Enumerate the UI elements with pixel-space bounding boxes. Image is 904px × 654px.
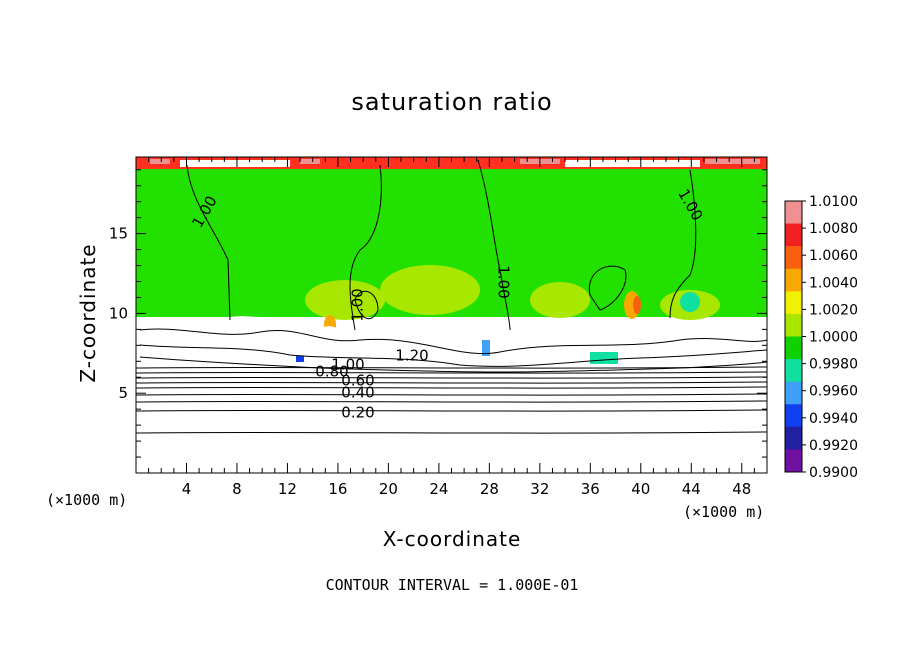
colorbar-swatch-4 <box>785 291 802 315</box>
y-axis-label: Z-coordinate <box>76 243 100 383</box>
colorbar-swatch-2 <box>785 246 802 270</box>
colorbar-label-9: 0.9920 <box>809 438 858 454</box>
contour-label-6: 0.80 <box>315 363 348 381</box>
x-tick-label-2: 12 <box>278 480 297 498</box>
y-tick-label-1: 10 <box>109 304 128 322</box>
contour-line-100-left <box>186 164 231 321</box>
contour-label-1: 1.00 <box>349 288 367 321</box>
contour-lower-1 <box>136 371 767 374</box>
colorbar-swatch-1 <box>785 223 802 247</box>
contour-loop-right <box>588 265 627 311</box>
contour-label-8: 0.40 <box>341 384 374 402</box>
contour-label-5: 1.00 <box>331 356 364 374</box>
contour-lower-6 <box>136 400 767 403</box>
colorbar-swatch-10 <box>785 426 802 450</box>
colorbar-label-0: 1.0100 <box>809 194 858 210</box>
x-axis-label: X-coordinate <box>382 527 522 551</box>
x-tick-label-11: 48 <box>732 480 751 498</box>
y-tick-label-2: 15 <box>109 225 128 243</box>
colorbar-label-5: 1.0000 <box>809 330 858 346</box>
contour-lower-4 <box>136 386 767 389</box>
field-blue-spot <box>296 356 304 362</box>
colorbar-label-1: 1.0080 <box>809 221 858 237</box>
x-unit-label-left: (×1000 m) <box>46 491 128 509</box>
upper-band-pink-0 <box>150 159 170 164</box>
field-cyan-pocket <box>590 352 618 364</box>
contour-line-100-center <box>349 164 382 331</box>
x-tick-label-5: 24 <box>429 480 448 498</box>
field-cyan-patch <box>680 292 700 312</box>
plot-field: 1.001.001.001.001.201.000.800.600.400.20 <box>136 157 767 473</box>
colorbar-label-8: 0.9940 <box>809 411 858 427</box>
colorbar-label-3: 1.0040 <box>809 275 858 291</box>
contour-lower-3 <box>136 381 767 384</box>
colorbar-label-2: 1.0060 <box>809 248 858 264</box>
contour-label-7: 0.60 <box>341 372 374 390</box>
x-tick-label-8: 36 <box>581 480 600 498</box>
y-tick-label-0: 5 <box>118 384 128 402</box>
x-tick-label-9: 40 <box>631 480 650 498</box>
contour-label-4: 1.20 <box>395 347 428 365</box>
contour-label-2: 1.00 <box>495 265 513 298</box>
colorbar-label-7: 0.9960 <box>809 384 858 400</box>
field-blotch-2 <box>530 282 590 318</box>
colorbar-swatch-0 <box>785 201 802 225</box>
contour-lower-5 <box>136 393 767 396</box>
contour-lower-7 <box>136 409 767 412</box>
x-tick-label-6: 28 <box>480 480 499 498</box>
chart-title: saturation ratio <box>351 88 553 116</box>
contour-line-100-right <box>669 169 697 319</box>
x-tick-label-4: 20 <box>379 480 398 498</box>
contour-line-100-mid <box>477 159 511 331</box>
contour-cloud-2 <box>139 344 767 367</box>
colorbar-swatch-7 <box>785 359 802 383</box>
x-tick-label-1: 8 <box>232 480 242 498</box>
field-blotch-1 <box>380 265 480 315</box>
upper-band-pink-1 <box>300 159 320 164</box>
colorbar-label-4: 1.0020 <box>809 302 858 318</box>
colorbar-label-10: 0.9900 <box>809 465 858 481</box>
colorbar-swatch-9 <box>785 404 802 428</box>
x-unit-label-right: (×1000 m) <box>683 503 765 521</box>
field-hotspot-core <box>633 296 641 314</box>
colorbar-label-6: 0.9980 <box>809 357 858 373</box>
field-blotch-0 <box>305 280 385 320</box>
colorbar-swatch-5 <box>785 313 802 337</box>
contour-label-9: 0.20 <box>341 404 374 422</box>
contour-interval-note: CONTOUR INTERVAL = 1.000E-01 <box>325 576 579 594</box>
colorbar-swatch-3 <box>785 268 802 292</box>
contour-cloud-1 <box>139 328 767 355</box>
x-tick-label-7: 32 <box>530 480 549 498</box>
x-tick-label-10: 44 <box>682 480 701 498</box>
colorbar-swatch-11 <box>785 449 802 473</box>
upper-band-gap-0 <box>180 160 290 167</box>
x-tick-label-0: 4 <box>182 480 192 498</box>
field-blue-streak <box>482 340 490 356</box>
upper-band-gap-1 <box>565 160 700 167</box>
contour-loop-center <box>354 290 379 320</box>
contour-lower-0 <box>136 366 767 369</box>
contour-lower-2 <box>136 376 767 379</box>
colorbar-swatch-6 <box>785 336 802 360</box>
colorbar-swatch-8 <box>785 381 802 405</box>
x-tick-label-3: 16 <box>328 480 347 498</box>
contour-lower-8 <box>136 431 767 434</box>
upper-band-pink-3 <box>705 159 760 164</box>
